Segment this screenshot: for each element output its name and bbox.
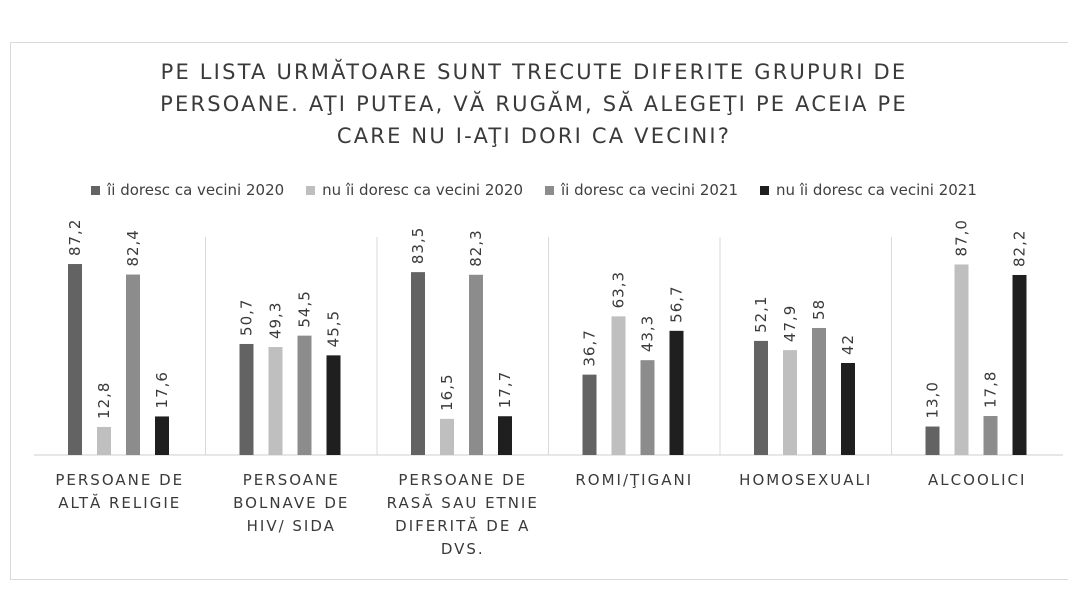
bar-value-label: 36,7: [581, 329, 599, 366]
bar-value-label: 17,8: [982, 371, 1000, 408]
chart-title: PE LISTA URMĂTOARE SUNT TRECUTE DIFERITE…: [0, 56, 1068, 152]
bar-value-label: 83,5: [409, 227, 427, 264]
bar: [754, 340, 768, 455]
bar-value-label: 16,5: [438, 373, 456, 410]
category-label-line: HIV/ SIDA: [246, 517, 336, 535]
bar-value-label: 56,7: [668, 285, 686, 322]
bar: [783, 350, 797, 455]
bar-value-label: 43,3: [639, 315, 657, 352]
category-label-line: DIFERITĂ DE A: [395, 517, 531, 535]
category-label: PERSOANE DE RASĂ SAU ETNIE DIFERITĂ DE A DV…: [377, 469, 549, 561]
bar: [239, 343, 254, 455]
bar-value-label: 87,2: [66, 219, 84, 256]
bar: [326, 355, 341, 455]
chart-title-line: PERSOANE. AŢI PUTEA, VĂ RUGĂM, SĂ ALEGEŢ…: [160, 92, 908, 116]
bar-value-label: 17,7: [496, 371, 514, 408]
bar: [1012, 274, 1027, 455]
bar: [469, 274, 483, 455]
bar: [68, 264, 82, 455]
bar-value-label: 12,8: [95, 382, 113, 419]
bar: [440, 418, 454, 455]
legend-item: îi doresc ca vecini 2020: [91, 181, 284, 199]
bar: [155, 416, 169, 455]
bar: [925, 426, 940, 455]
category-label-line: DVS.: [440, 540, 485, 558]
category-label: ROMI/ŢIGANI: [549, 469, 721, 492]
bar-value-label: 47,9: [781, 305, 799, 342]
category-label: PERSOANE DE ALTĂ RELIGIE: [34, 469, 206, 515]
bar-value-label: 13,0: [924, 381, 942, 418]
bar-value-label: 42: [839, 334, 857, 355]
bar-value-label: 50,7: [238, 299, 256, 336]
chart-title-line: CARE NU I-AŢI DORI CA VECINI?: [336, 124, 732, 148]
bar: [126, 274, 140, 455]
category-label-line: RASĂ SAU ETNIE: [386, 494, 539, 512]
bar: [97, 426, 111, 455]
bar-value-label: 49,3: [267, 302, 285, 339]
category-label-line: ROMI/ŢIGANI: [575, 471, 694, 489]
bar-value-label: 82,3: [467, 229, 485, 266]
legend-label: nu îi doresc ca vecini 2021: [776, 181, 977, 199]
category-label: HOMOSEXUALI: [720, 469, 892, 492]
bar: [297, 335, 312, 455]
bar: [611, 316, 626, 455]
bar-value-label: 58: [810, 299, 828, 320]
legend-swatch: [91, 185, 101, 195]
bar: [954, 264, 969, 455]
bar-value-label: 54,5: [296, 290, 314, 327]
bar-value-label: 52,1: [752, 295, 770, 332]
bar: [983, 416, 998, 455]
category-label: ALCOOLICI: [892, 469, 1064, 492]
bar-value-label: 63,3: [610, 271, 628, 308]
category-label-line: ALTĂ RELIGIE: [58, 494, 182, 512]
legend-label: îi doresc ca vecini 2020: [107, 181, 285, 199]
legend-item: nu îi doresc ca vecini 2020: [306, 181, 523, 199]
bar-value-label: 45,5: [325, 310, 343, 347]
bar-value-label: 87,0: [953, 219, 971, 256]
chart-legend: îi doresc ca vecini 2020 nu îi doresc ca…: [0, 181, 1068, 199]
category-label-line: PERSOANE DE: [398, 471, 528, 489]
legend-swatch: [760, 185, 770, 195]
chart-title-line: PE LISTA URMĂTOARE SUNT TRECUTE DIFERITE…: [160, 60, 908, 84]
bar: [498, 416, 512, 455]
legend-item: nu îi doresc ca vecini 2021: [760, 181, 977, 199]
bar: [841, 363, 855, 455]
bar-value-label: 17,6: [153, 371, 171, 408]
legend-label: îi doresc ca vecini 2021: [561, 181, 739, 199]
bar: [582, 374, 597, 455]
category-label-line: ALCOOLICI: [928, 471, 1027, 489]
legend-swatch: [545, 185, 554, 195]
bar: [640, 360, 655, 455]
legend-item: îi doresc ca vecini 2021: [545, 181, 738, 199]
bar: [411, 272, 425, 455]
legend-label: nu îi doresc ca vecini 2020: [322, 181, 523, 199]
category-label: PERSOANE BOLNAVE DE HIV/ SIDA: [206, 469, 378, 538]
category-label-line: PERSOANE: [242, 471, 340, 489]
bar: [268, 347, 283, 455]
bar: [669, 330, 684, 455]
category-label-line: HOMOSEXUALI: [739, 471, 873, 489]
category-label-line: BOLNAVE DE: [233, 494, 350, 512]
bar-value-label: 82,4: [124, 229, 142, 266]
category-label-line: PERSOANE DE: [55, 471, 185, 489]
bar-value-label: 82,2: [1011, 230, 1029, 267]
chart-frame: [10, 42, 1068, 580]
bar: [812, 327, 826, 455]
legend-swatch: [306, 185, 316, 195]
